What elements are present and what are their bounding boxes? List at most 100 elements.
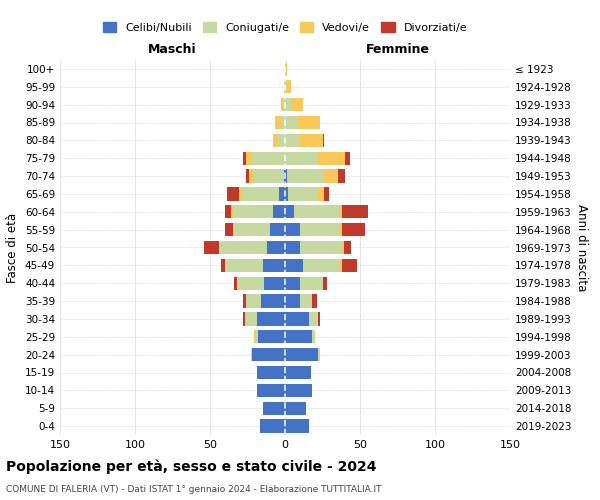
Bar: [294, 205, 339, 218]
Bar: [324, 187, 329, 200]
Bar: [241, 187, 279, 200]
Bar: [318, 348, 320, 362]
Bar: [284, 98, 285, 112]
Bar: [285, 348, 318, 362]
Bar: [258, 330, 285, 344]
Bar: [263, 402, 285, 415]
Text: Popolazione per età, sesso e stato civile - 2024: Popolazione per età, sesso e stato civil…: [6, 460, 377, 474]
Bar: [285, 80, 287, 94]
Bar: [285, 330, 312, 344]
Bar: [225, 258, 263, 272]
Bar: [273, 134, 277, 147]
Bar: [323, 134, 324, 147]
Bar: [263, 258, 285, 272]
Bar: [225, 205, 231, 218]
Bar: [234, 276, 237, 290]
Bar: [303, 258, 339, 272]
Bar: [341, 241, 343, 254]
Text: COMUNE DI FALERIA (VT) - Dati ISTAT 1° gennaio 2024 - Elaborazione TUTTITALIA.IT: COMUNE DI FALERIA (VT) - Dati ISTAT 1° g…: [6, 485, 382, 494]
Bar: [281, 98, 284, 112]
Bar: [225, 223, 233, 236]
Bar: [246, 170, 249, 183]
Bar: [285, 134, 300, 147]
Bar: [285, 187, 288, 200]
Bar: [252, 152, 285, 165]
Bar: [249, 170, 254, 183]
Bar: [257, 384, 285, 397]
Bar: [300, 241, 341, 254]
Bar: [285, 98, 291, 112]
Bar: [277, 134, 285, 147]
Bar: [318, 187, 324, 200]
Bar: [243, 152, 246, 165]
Bar: [312, 330, 315, 344]
Bar: [285, 116, 297, 129]
Bar: [227, 187, 239, 200]
Y-axis label: Fasce di età: Fasce di età: [7, 212, 19, 282]
Bar: [254, 330, 255, 344]
Bar: [285, 276, 300, 290]
Bar: [252, 348, 285, 362]
Bar: [285, 258, 303, 272]
Bar: [312, 294, 317, 308]
Bar: [342, 223, 365, 236]
Bar: [246, 294, 261, 308]
Bar: [204, 241, 219, 254]
Bar: [284, 170, 285, 183]
Bar: [284, 80, 285, 94]
Bar: [300, 276, 323, 290]
Bar: [243, 312, 245, 326]
Bar: [291, 98, 303, 112]
Bar: [300, 223, 339, 236]
Bar: [251, 348, 252, 362]
Bar: [285, 294, 300, 308]
Bar: [287, 80, 291, 94]
Bar: [233, 205, 273, 218]
Bar: [285, 205, 294, 218]
Bar: [254, 170, 284, 183]
Bar: [285, 152, 318, 165]
Bar: [264, 276, 285, 290]
Bar: [273, 205, 285, 218]
Bar: [345, 152, 349, 165]
Bar: [318, 312, 320, 326]
Bar: [342, 258, 357, 272]
Bar: [219, 241, 267, 254]
Bar: [285, 170, 287, 183]
Bar: [285, 402, 306, 415]
Bar: [281, 116, 285, 129]
Bar: [257, 366, 285, 379]
Bar: [245, 312, 257, 326]
Bar: [337, 170, 345, 183]
Bar: [300, 134, 323, 147]
Bar: [270, 223, 285, 236]
Bar: [297, 116, 320, 129]
Bar: [237, 276, 264, 290]
Bar: [285, 241, 300, 254]
Bar: [285, 420, 309, 433]
Bar: [267, 241, 285, 254]
Bar: [300, 294, 312, 308]
Text: Maschi: Maschi: [148, 44, 197, 57]
Bar: [260, 420, 285, 433]
Bar: [275, 116, 281, 129]
Text: Femmine: Femmine: [365, 44, 430, 57]
Bar: [287, 170, 323, 183]
Bar: [342, 205, 367, 218]
Bar: [343, 241, 351, 254]
Bar: [288, 187, 318, 200]
Bar: [318, 152, 345, 165]
Bar: [246, 152, 252, 165]
Bar: [261, 294, 285, 308]
Bar: [239, 187, 241, 200]
Bar: [285, 223, 300, 236]
Bar: [285, 366, 311, 379]
Bar: [339, 258, 342, 272]
Bar: [309, 312, 318, 326]
Bar: [285, 62, 287, 76]
Bar: [255, 330, 258, 344]
Bar: [233, 223, 270, 236]
Bar: [339, 205, 342, 218]
Bar: [257, 312, 285, 326]
Bar: [279, 187, 285, 200]
